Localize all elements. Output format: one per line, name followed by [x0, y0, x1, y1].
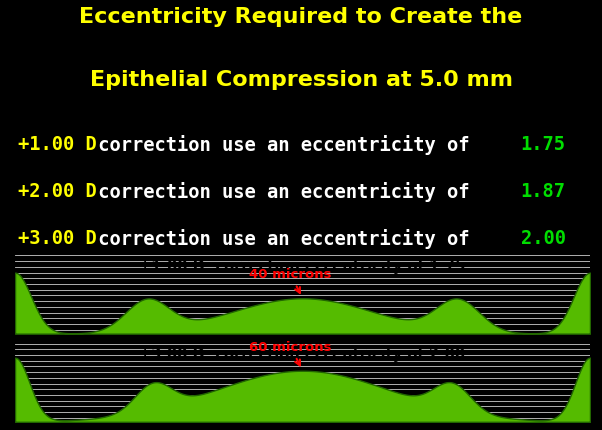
Text: 60 microns: 60 microns: [249, 341, 332, 366]
Text: +3.00 D: +3.00 D: [18, 230, 97, 249]
Text: 2.00: 2.00: [521, 230, 566, 249]
Text: correction use an eccentricity of: correction use an eccentricity of: [87, 230, 481, 249]
Text: +1.00 D: +1.00 D: [18, 135, 97, 154]
Text: +2.00 D: +2.00 D: [18, 182, 97, 201]
Text: 40 microns: 40 microns: [249, 268, 332, 293]
Text: +3.00 D. correction eccentricity of 2.00: +3.00 D. correction eccentricity of 2.00: [140, 347, 465, 362]
Text: Eccentricity Required to Create the: Eccentricity Required to Create the: [79, 7, 523, 28]
Text: correction use an eccentricity of: correction use an eccentricity of: [87, 182, 481, 202]
Text: correction use an eccentricity of: correction use an eccentricity of: [87, 135, 481, 155]
Text: 1.87: 1.87: [521, 182, 566, 201]
Text: 1.75: 1.75: [521, 135, 566, 154]
Text: Epithelial Compression at 5.0 mm: Epithelial Compression at 5.0 mm: [90, 70, 512, 90]
Text: +1.00 D. correction eccentricity of 1.75: +1.00 D. correction eccentricity of 1.75: [140, 258, 465, 273]
